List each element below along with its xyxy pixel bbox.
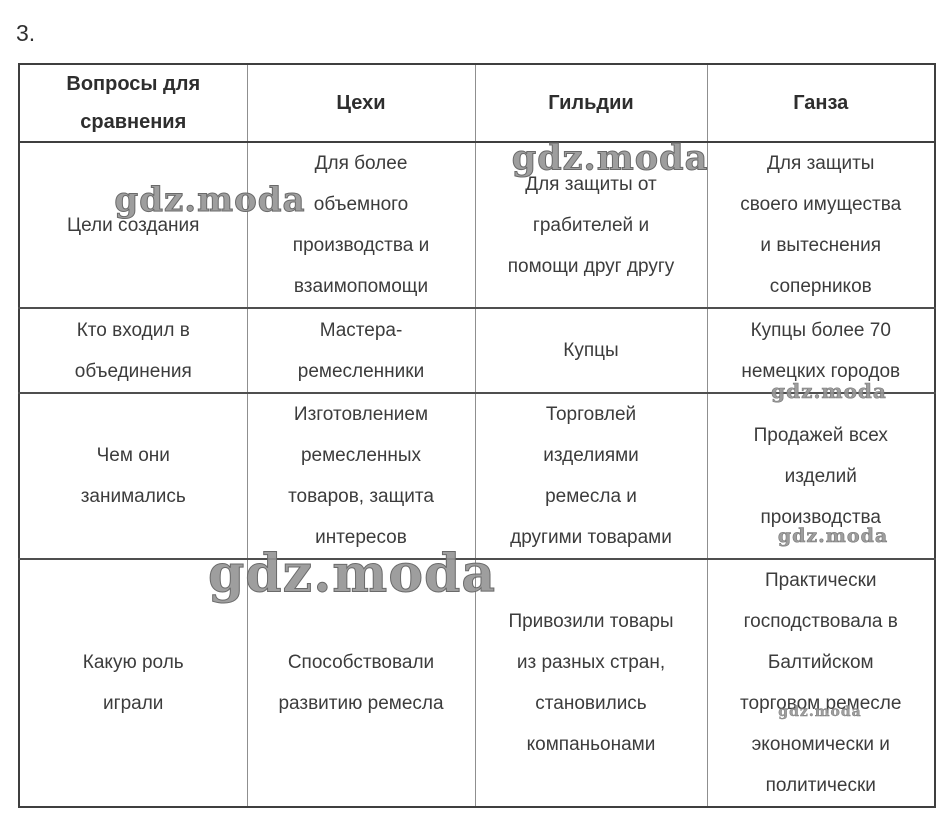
row-question: Цели создания	[19, 141, 247, 308]
table-cell: Для более объемного производства и взаим…	[246, 141, 475, 308]
table-cell: Купцы более 70 немецких городов	[706, 307, 935, 393]
col-header-questions: Вопросы для сравнения	[19, 64, 247, 143]
table-cell: Способствовали развитию ремесла	[246, 558, 475, 807]
comparison-table: Вопросы для сравнения Цехи Гильдии Ганза…	[18, 63, 936, 808]
table-cell: Купцы	[474, 307, 707, 393]
row-question: Чем они занимались	[19, 392, 247, 559]
col-header-gildii: Гильдии	[474, 64, 707, 143]
table-row: Чем они занимались Изготовлением ремесле…	[19, 392, 935, 559]
table-cell: Изготовлением ремесленных товаров, защит…	[246, 392, 475, 559]
table-cell: Привозили товары из разных стран, станов…	[474, 558, 707, 807]
row-question: Кто входил в объединения	[19, 307, 247, 393]
table-cell: Для защиты своего имущества и вытеснения…	[706, 141, 935, 308]
table-cell: Практически господствовала в Балтийском …	[706, 558, 935, 807]
table-row: Кто входил в объединения Мастера- ремесл…	[19, 307, 935, 393]
header-row: Вопросы для сравнения Цехи Гильдии Ганза	[19, 64, 935, 143]
table-cell: Для защиты от грабителей и помощи друг д…	[474, 141, 707, 308]
table-cell: Торговлей изделиями ремесла и другими то…	[474, 392, 707, 559]
exercise-number: 3.	[16, 20, 36, 46]
table-row: Какую роль играли Способствовали развити…	[19, 558, 935, 807]
table-cell: Мастера- ремесленники	[246, 307, 475, 393]
table-row: Цели создания Для более объемного произв…	[19, 141, 935, 308]
row-question: Какую роль играли	[19, 558, 247, 807]
col-header-ganza: Ганза	[706, 64, 935, 143]
col-header-tsekhi: Цехи	[246, 64, 475, 143]
table-cell: Продажей всех изделий производства	[706, 392, 935, 559]
